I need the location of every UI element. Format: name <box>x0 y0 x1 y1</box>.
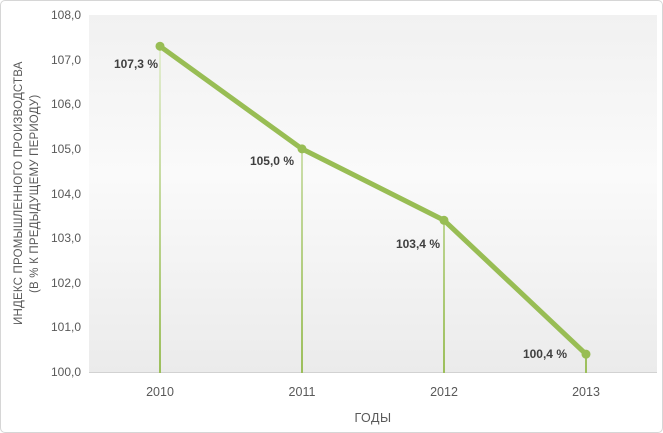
y-tick-label: 106,0 <box>50 97 81 112</box>
data-point-label: 107,3 % <box>113 57 158 72</box>
y-axis-title-line2: (В % К ПРЕДЫДУЩЕМУ ПЕРИОДУ) <box>29 94 41 293</box>
y-tick-label: 105,0 <box>50 141 81 156</box>
y-axis-title-line1: ИНДЕКС ПРОМЫШЛЕННОГО ПРОИЗВОДСТВА <box>13 61 25 326</box>
y-tick-label: 108,0 <box>50 8 81 22</box>
x-axis-title: ГОДЫ <box>354 411 392 425</box>
y-tick-label: 100,0 <box>50 365 81 379</box>
y-tick-label: 104,0 <box>50 186 81 201</box>
y-tick-label: 102,0 <box>50 275 81 290</box>
x-tick-label: 2010 <box>146 385 174 399</box>
data-point-label: 103,4 % <box>395 237 440 252</box>
y-tick-label: 107,0 <box>50 52 81 67</box>
data-point-label: 100,4 % <box>522 347 567 362</box>
plot-area <box>89 15 657 373</box>
y-axis-title: ИНДЕКС ПРОМЫШЛЕННОГО ПРОИЗВОДСТВА (В % К… <box>11 15 49 372</box>
data-point-label: 105,0 % <box>249 153 294 168</box>
x-tick-label: 2012 <box>430 385 458 399</box>
x-tick-label: 2013 <box>572 385 600 399</box>
y-tick-label: 101,0 <box>50 320 81 335</box>
y-tick-label: 103,0 <box>50 231 81 246</box>
x-tick-label: 2011 <box>288 385 316 399</box>
